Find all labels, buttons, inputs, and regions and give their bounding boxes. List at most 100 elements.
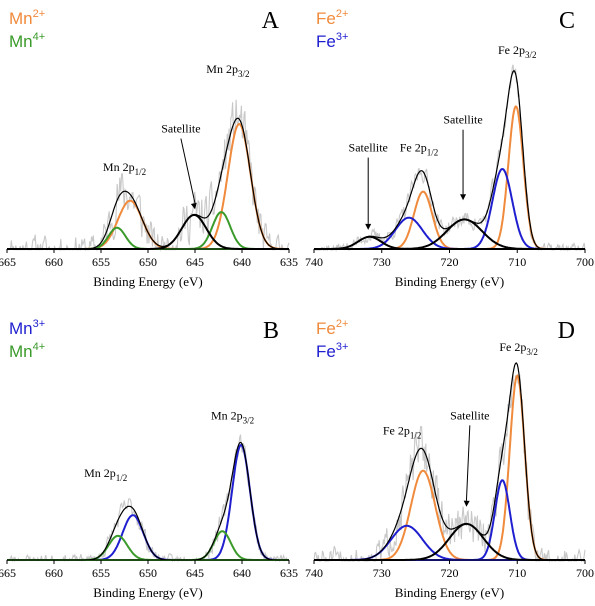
x-tick-label: 720 <box>441 566 459 580</box>
x-tick-label: 730 <box>373 566 391 580</box>
annotation-arrowhead <box>460 194 467 201</box>
annotation-arrowhead <box>463 500 470 507</box>
peak-annotation: Fe 2p1/2 <box>383 424 422 441</box>
panel-label: D <box>558 318 575 344</box>
peak-annotation: Satellite <box>161 122 200 136</box>
legend-entry-superscript: 4+ <box>33 31 46 43</box>
legend-entry: Mn2+ <box>9 8 45 28</box>
x-axis-title: Binding Energy (eV) <box>395 585 505 600</box>
peak-annotation: Mn 2p1/2 <box>84 466 127 483</box>
legend-entry-superscript: 2+ <box>336 318 349 330</box>
fit-peak-Mn <box>7 199 289 250</box>
x-axis-title: Binding Energy (eV) <box>93 585 203 600</box>
legend-entry: Mn4+ <box>9 341 45 361</box>
legend-entry-label: Fe <box>316 342 336 361</box>
annotation-arrowhead <box>365 223 372 230</box>
x-axis-title: Binding Energy (eV) <box>395 274 505 289</box>
legend-entry-superscript: 2+ <box>336 8 349 20</box>
raw-data-line <box>7 99 290 252</box>
annotation-label: Satellite <box>443 113 482 127</box>
fit-peak-Fe <box>314 190 585 250</box>
legend-entry-superscript: 3+ <box>336 31 349 43</box>
peak-annotation: Mn 2p3/2 <box>211 409 254 426</box>
legend-entry: Mn3+ <box>9 318 45 338</box>
annotation-label: Fe 2p <box>383 424 410 438</box>
legend-entry: Fe3+ <box>316 341 348 361</box>
peak-annotation: Fe 2p1/2 <box>400 141 439 158</box>
legend-entry-superscript: 3+ <box>336 341 349 353</box>
x-tick-label: 655 <box>92 255 110 269</box>
x-tick-label: 640 <box>233 566 251 580</box>
x-tick-label: 645 <box>186 255 204 269</box>
annotation-label: Satellite <box>161 122 200 136</box>
peak-annotation: Satellite <box>450 408 489 422</box>
annotation-subscript: 3/2 <box>526 347 538 357</box>
raw-data-line <box>313 64 586 252</box>
panel-label: C <box>559 8 575 34</box>
annotation-label: Mn 2p <box>211 409 243 423</box>
legend-entry-label: Mn <box>9 32 33 51</box>
x-tick-label: 635 <box>280 566 298 580</box>
legend-entry-label: Mn <box>9 319 33 338</box>
raw-data-line <box>313 374 586 563</box>
annotation-label: Fe 2p <box>498 43 525 57</box>
annotation-subscript: 3/2 <box>238 69 250 79</box>
annotation-arrow-line <box>465 425 471 501</box>
x-tick-label: 665 <box>0 566 16 580</box>
legend-entry-superscript: 4+ <box>33 341 46 353</box>
legend-entry-label: Fe <box>316 319 336 338</box>
annotation-subscript: 3/2 <box>525 50 537 60</box>
x-tick-label: 700 <box>576 566 594 580</box>
annotation-label: Fe 2p <box>499 340 526 354</box>
legend-entry-label: Fe <box>316 32 336 51</box>
x-tick-label: 655 <box>92 566 110 580</box>
raw-data-line <box>7 434 289 563</box>
x-tick-label: 645 <box>186 566 204 580</box>
x-axis-title: Binding Energy (eV) <box>93 274 203 289</box>
panel-a: 665 660 655 650 645 640 635 Binding Energy (eV)… <box>0 8 298 289</box>
annotation-label: Mn 2p <box>84 466 116 480</box>
legend-entry-label: Mn <box>9 9 33 28</box>
annotation-label: Mn 2p <box>206 62 238 76</box>
annotation-subscript: 1/2 <box>135 167 147 177</box>
annotation-label: Satellite <box>450 408 489 422</box>
x-tick-label: 665 <box>0 255 16 269</box>
x-tick-label: 650 <box>139 255 157 269</box>
x-tick-label: 660 <box>45 255 63 269</box>
annotation-arrow-line <box>180 138 196 204</box>
x-tick-label: 740 <box>305 566 323 580</box>
legend-entry-label: Mn <box>9 342 33 361</box>
annotation-subscript: 3/2 <box>243 416 255 426</box>
annotation-label: Satellite <box>349 141 388 155</box>
x-tick-label: 720 <box>441 255 459 269</box>
annotation-subscript: 1/2 <box>427 148 439 158</box>
x-tick-label: 710 <box>508 255 526 269</box>
annotation-subscript: 1/2 <box>116 473 128 483</box>
legend-entry: Fe2+ <box>316 318 348 338</box>
panel-label: A <box>262 8 280 34</box>
annotation-arrowhead <box>190 202 197 210</box>
legend-entry: Fe3+ <box>316 31 348 51</box>
fit-peak-Mn <box>7 514 289 561</box>
annotation-subscript: 1/2 <box>410 431 422 441</box>
legend-entry: Mn4+ <box>9 31 45 51</box>
x-tick-label: 660 <box>45 566 63 580</box>
peak-annotation: Satellite <box>443 113 482 127</box>
x-tick-label: 700 <box>576 255 594 269</box>
x-tick-label: 730 <box>373 255 391 269</box>
peak-annotation: Fe 2p3/2 <box>498 43 537 60</box>
peak-annotation: Satellite <box>349 141 388 155</box>
x-tick-label: 740 <box>305 255 323 269</box>
legend-entry: Fe2+ <box>316 8 348 28</box>
envelope-fit-line <box>314 69 585 250</box>
x-tick-label: 635 <box>280 255 298 269</box>
x-tick-label: 710 <box>508 566 526 580</box>
peak-annotation: Fe 2p3/2 <box>499 340 538 357</box>
annotation-label: Mn 2p <box>103 160 135 174</box>
fit-peak-Fe <box>314 167 585 250</box>
legend-entry-label: Fe <box>316 9 336 28</box>
x-tick-label: 650 <box>139 566 157 580</box>
